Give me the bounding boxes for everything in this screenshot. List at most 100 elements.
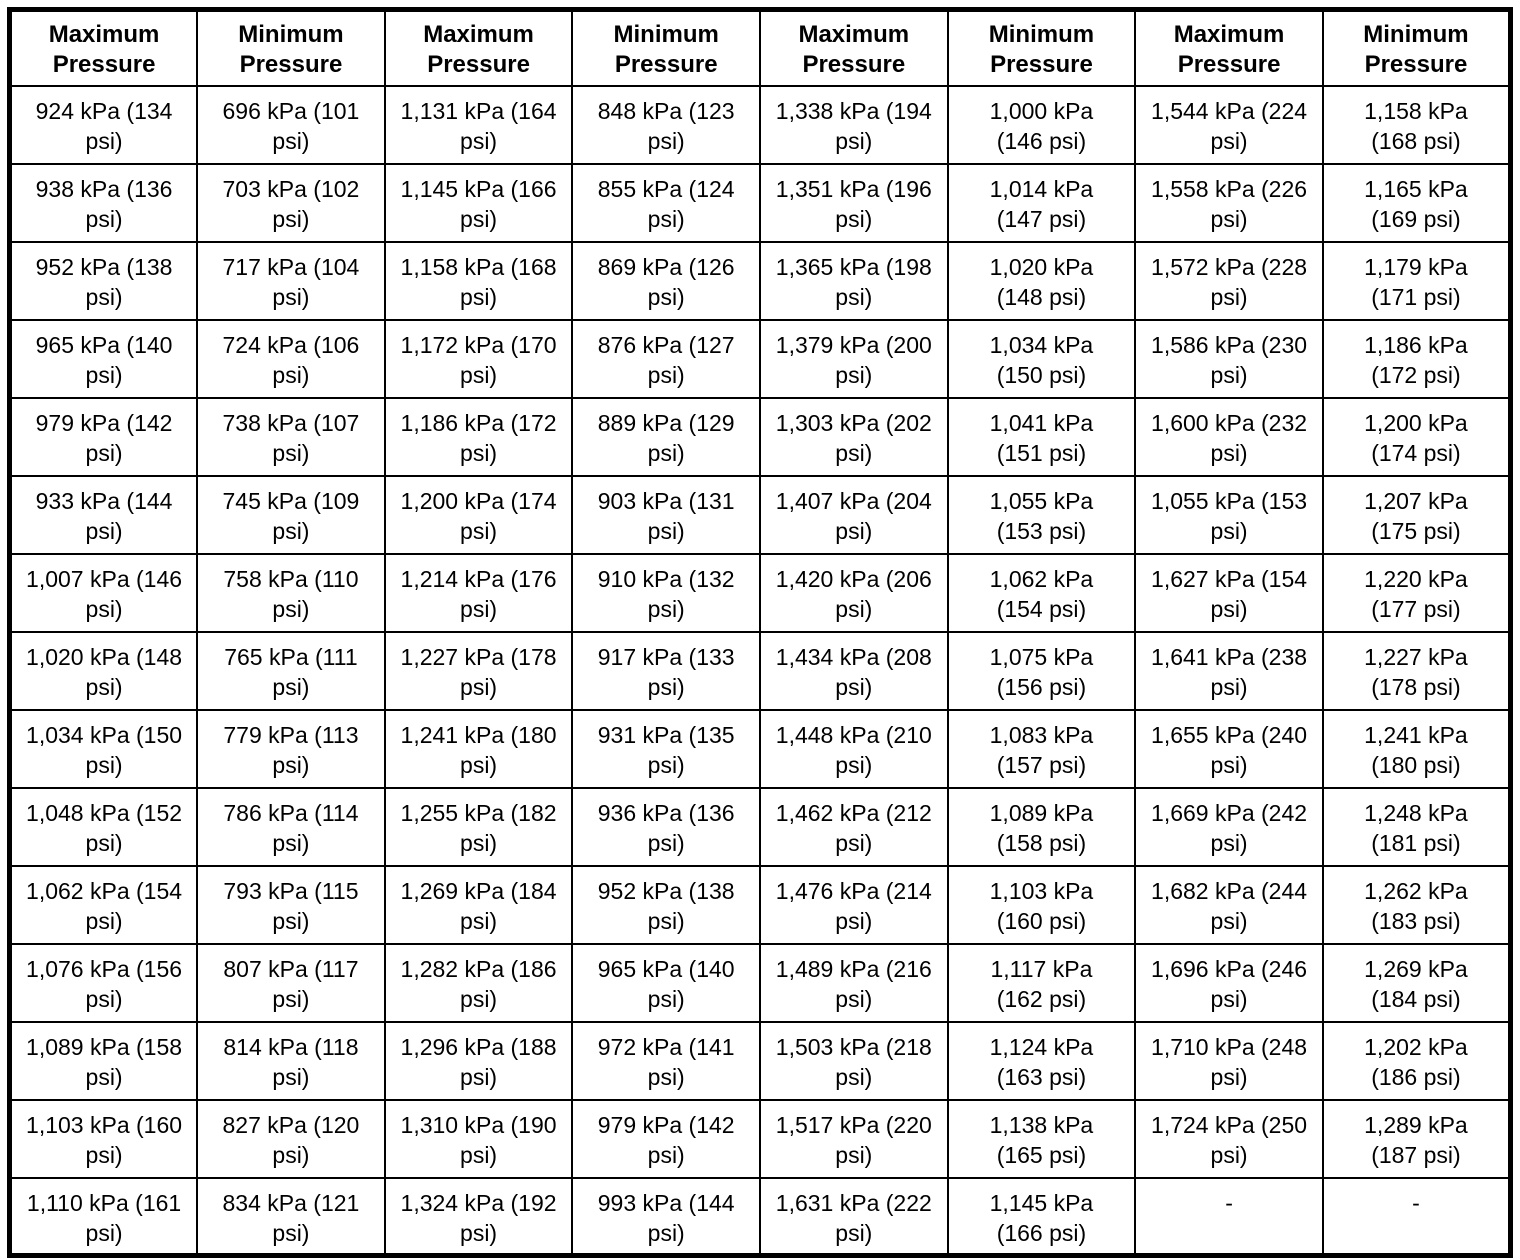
table-cell: 786 kPa (114 psi) xyxy=(196,786,386,867)
pressure-table-head: Maximum Pressure Minimum Pressure Maximum Pre… xyxy=(8,8,1512,87)
table-cell: 1,351 kPa (196 psi) xyxy=(759,162,949,243)
column-header-maximum-pressure: Maximum Pressure xyxy=(759,8,949,87)
table-cell: 1,158 kPa (168 psi) xyxy=(383,240,574,321)
table-cell: 1,179 kPa (171 psi) xyxy=(1321,240,1512,321)
table-cell: 1,055 kPa (153 psi) xyxy=(1134,474,1324,555)
table-cell: 703 kPa (102 psi) xyxy=(196,162,386,243)
table-cell: 765 kPa (111 psi) xyxy=(196,630,386,711)
table-cell: 1,289 kPa (187 psi) xyxy=(1321,1098,1512,1179)
table-cell: 1,207 kPa (175 psi) xyxy=(1321,474,1512,555)
table-cell: 827 kPa (120 psi) xyxy=(196,1098,386,1179)
table-cell: 1,310 kPa (190 psi) xyxy=(383,1098,574,1179)
table-cell: 1,214 kPa (176 psi) xyxy=(383,552,574,633)
table-cell: 1,034 kPa (150 psi) xyxy=(8,708,199,789)
table-cell: 1,434 kPa (208 psi) xyxy=(759,630,949,711)
table-cell: 993 kPa (144 psi) xyxy=(571,1176,761,1257)
table-cell: 1,600 kPa (232 psi) xyxy=(1134,396,1324,477)
column-header-minimum-pressure: Minimum Pressure xyxy=(946,8,1137,87)
table-row: 1,076 kPa (156 psi) 807 kPa (117 psi) 1,282 … xyxy=(8,942,1512,1023)
table-cell: 1,407 kPa (204 psi) xyxy=(759,474,949,555)
table-cell: 1,186 kPa (172 psi) xyxy=(1321,318,1512,399)
table-cell: 1,000 kPa (146 psi) xyxy=(946,84,1137,165)
table-cell: 745 kPa (109 psi) xyxy=(196,474,386,555)
table-cell: 758 kPa (110 psi) xyxy=(196,552,386,633)
table-cell: 1,062 kPa (154 psi) xyxy=(8,864,199,945)
table-cell: 1,476 kPa (214 psi) xyxy=(759,864,949,945)
table-cell: 1,241 kPa (180 psi) xyxy=(383,708,574,789)
column-header-maximum-pressure: Maximum Pressure xyxy=(383,8,574,87)
table-cell: 889 kPa (129 psi) xyxy=(571,396,761,477)
table-cell: 1,172 kPa (170 psi) xyxy=(383,318,574,399)
table-cell: 1,227 kPa (178 psi) xyxy=(383,630,574,711)
table-cell: 1,020 kPa (148 psi) xyxy=(946,240,1137,321)
table-cell: 1,055 kPa (153 psi) xyxy=(946,474,1137,555)
table-cell: 1,696 kPa (246 psi) xyxy=(1134,942,1324,1023)
table-cell: 972 kPa (141 psi) xyxy=(571,1020,761,1101)
table-row: 1,062 kPa (154 psi) 793 kPa (115 psi) 1,269 … xyxy=(8,864,1512,945)
table-cell: 1,158 kPa (168 psi) xyxy=(1321,84,1512,165)
table-cell: 1,448 kPa (210 psi) xyxy=(759,708,949,789)
table-cell: 1,641 kPa (238 psi) xyxy=(1134,630,1324,711)
table-cell: 917 kPa (133 psi) xyxy=(571,630,761,711)
table-cell: 1,255 kPa (182 psi) xyxy=(383,786,574,867)
table-cell: 1,627 kPa (154 psi) xyxy=(1134,552,1324,633)
table-cell: 1,089 kPa (158 psi) xyxy=(946,786,1137,867)
table-row: 979 kPa (142 psi) 738 kPa (107 psi) 1,186 kP… xyxy=(8,396,1512,477)
table-cell: 1,303 kPa (202 psi) xyxy=(759,396,949,477)
column-header-maximum-pressure: Maximum Pressure xyxy=(1134,8,1324,87)
table-cell: 1,062 kPa (154 psi) xyxy=(946,552,1137,633)
table-cell: 1,200 kPa (174 psi) xyxy=(383,474,574,555)
table-cell: 1,586 kPa (230 psi) xyxy=(1134,318,1324,399)
table-cell: 1,420 kPa (206 psi) xyxy=(759,552,949,633)
table-cell: 1,655 kPa (240 psi) xyxy=(1134,708,1324,789)
table-cell: 952 kPa (138 psi) xyxy=(8,240,199,321)
table-row: 933 kPa (144 psi) 745 kPa (109 psi) 1,200 kP… xyxy=(8,474,1512,555)
table-cell: 1,558 kPa (226 psi) xyxy=(1134,162,1324,243)
table-cell: 876 kPa (127 psi) xyxy=(571,318,761,399)
table-cell: 1,076 kPa (156 psi) xyxy=(8,942,199,1023)
table-cell: 1,269 kPa (184 psi) xyxy=(383,864,574,945)
table-cell: - xyxy=(1134,1176,1324,1257)
table-cell: 834 kPa (121 psi) xyxy=(196,1176,386,1257)
table-cell: 1,544 kPa (224 psi) xyxy=(1134,84,1324,165)
column-header-minimum-pressure: Minimum Pressure xyxy=(571,8,761,87)
table-cell: 1,041 kPa (151 psi) xyxy=(946,396,1137,477)
table-cell: 1,145 kPa (166 psi) xyxy=(383,162,574,243)
table-cell: 1,007 kPa (146 psi) xyxy=(8,552,199,633)
table-cell: 1,248 kPa (181 psi) xyxy=(1321,786,1512,867)
table-cell: 1,462 kPa (212 psi) xyxy=(759,786,949,867)
table-cell: 869 kPa (126 psi) xyxy=(571,240,761,321)
table-cell: 938 kPa (136 psi) xyxy=(8,162,199,243)
table-row: 1,110 kPa (161 psi) 834 kPa (121 psi) 1,324 … xyxy=(8,1176,1512,1257)
table-cell: 779 kPa (113 psi) xyxy=(196,708,386,789)
table-cell: 1,220 kPa (177 psi) xyxy=(1321,552,1512,633)
table-cell: 1,117 kPa (162 psi) xyxy=(946,942,1137,1023)
table-cell: 1,034 kPa (150 psi) xyxy=(946,318,1137,399)
table-cell: 807 kPa (117 psi) xyxy=(196,942,386,1023)
table-cell: 965 kPa (140 psi) xyxy=(8,318,199,399)
table-cell: 1,379 kPa (200 psi) xyxy=(759,318,949,399)
table-cell: 1,110 kPa (161 psi) xyxy=(8,1176,199,1257)
column-header-minimum-pressure: Minimum Pressure xyxy=(1321,8,1512,87)
table-cell: 1,365 kPa (198 psi) xyxy=(759,240,949,321)
table-cell: 1,517 kPa (220 psi) xyxy=(759,1098,949,1179)
table-cell: 724 kPa (106 psi) xyxy=(196,318,386,399)
table-cell: - xyxy=(1321,1176,1512,1257)
table-cell: 1,131 kPa (164 psi) xyxy=(383,84,574,165)
table-cell: 1,724 kPa (250 psi) xyxy=(1134,1098,1324,1179)
table-cell: 1,075 kPa (156 psi) xyxy=(946,630,1137,711)
pressure-table: Maximum Pressure Minimum Pressure Maximum Pre… xyxy=(7,7,1513,1258)
header-row: Maximum Pressure Minimum Pressure Maximum Pre… xyxy=(8,8,1512,87)
table-cell: 952 kPa (138 psi) xyxy=(571,864,761,945)
table-cell: 1,262 kPa (183 psi) xyxy=(1321,864,1512,945)
table-row: 1,020 kPa (148 psi) 765 kPa (111 psi) 1,227 … xyxy=(8,630,1512,711)
table-cell: 1,503 kPa (218 psi) xyxy=(759,1020,949,1101)
table-row: 965 kPa (140 psi) 724 kPa (106 psi) 1,172 kP… xyxy=(8,318,1512,399)
table-cell: 903 kPa (131 psi) xyxy=(571,474,761,555)
table-cell: 1,296 kPa (188 psi) xyxy=(383,1020,574,1101)
table-cell: 1,682 kPa (244 psi) xyxy=(1134,864,1324,945)
table-row: 924 kPa (134 psi) 696 kPa (101 psi) 1,131 kP… xyxy=(8,84,1512,165)
table-cell: 979 kPa (142 psi) xyxy=(8,396,199,477)
table-cell: 1,089 kPa (158 psi) xyxy=(8,1020,199,1101)
